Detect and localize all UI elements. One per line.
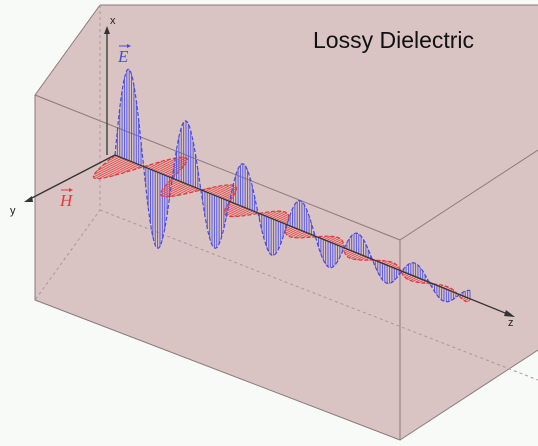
h-field-label: H xyxy=(59,191,74,210)
diagram: x y z E H Lossy Dielectric xyxy=(0,0,538,446)
h-vector xyxy=(426,283,427,284)
x-axis-label: x xyxy=(110,15,116,27)
page: {"title": "Lossy Dielectric", "axes": {"… xyxy=(0,0,538,446)
title: Lossy Dielectric xyxy=(313,27,474,53)
y-axis-label: y xyxy=(10,205,16,217)
e-field-label: E xyxy=(117,47,129,66)
z-axis-label: z xyxy=(508,317,514,329)
